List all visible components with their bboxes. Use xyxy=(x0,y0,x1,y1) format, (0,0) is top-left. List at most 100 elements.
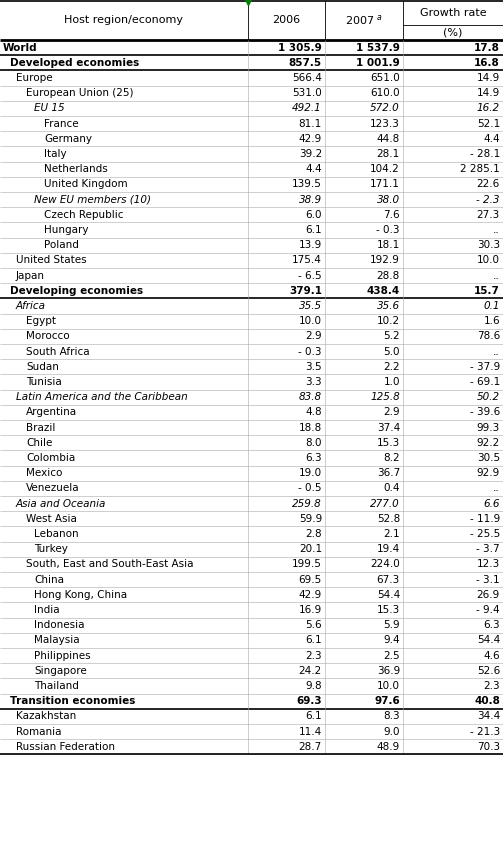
Text: 9.4: 9.4 xyxy=(383,635,400,645)
Text: Brazil: Brazil xyxy=(26,423,55,432)
Text: 40.8: 40.8 xyxy=(474,696,500,706)
Text: 52.8: 52.8 xyxy=(377,514,400,524)
Text: 6.6: 6.6 xyxy=(483,498,500,508)
Text: Poland: Poland xyxy=(44,240,79,250)
Text: 30.5: 30.5 xyxy=(477,453,500,463)
Text: 651.0: 651.0 xyxy=(370,73,400,83)
Text: 0.4: 0.4 xyxy=(383,483,400,493)
Text: - 0.3: - 0.3 xyxy=(377,225,400,235)
Text: 4.4: 4.4 xyxy=(483,134,500,144)
Text: 37.4: 37.4 xyxy=(377,423,400,432)
Text: Chile: Chile xyxy=(26,437,52,448)
Text: 39.2: 39.2 xyxy=(299,149,322,159)
Text: - 2.3: - 2.3 xyxy=(476,195,500,205)
Text: 171.1: 171.1 xyxy=(370,179,400,190)
Text: 123.3: 123.3 xyxy=(370,118,400,129)
Text: Tunisia: Tunisia xyxy=(26,377,62,387)
Text: 2007 $^a$: 2007 $^a$ xyxy=(345,13,383,27)
Text: 19.0: 19.0 xyxy=(299,468,322,478)
Text: 199.5: 199.5 xyxy=(292,559,322,569)
Text: 17.8: 17.8 xyxy=(474,42,500,52)
Text: Developed economies: Developed economies xyxy=(10,58,139,68)
Text: 0.1: 0.1 xyxy=(483,301,500,311)
Text: 97.6: 97.6 xyxy=(374,696,400,706)
Text: Hong Kong, China: Hong Kong, China xyxy=(34,590,127,600)
Text: 67.3: 67.3 xyxy=(377,574,400,585)
Text: 5.2: 5.2 xyxy=(383,332,400,342)
Text: 438.4: 438.4 xyxy=(367,286,400,296)
Text: 6.3: 6.3 xyxy=(305,453,322,463)
Text: 5.0: 5.0 xyxy=(383,347,400,357)
Text: EU 15: EU 15 xyxy=(34,103,64,113)
Text: Thailand: Thailand xyxy=(34,681,79,691)
Text: South Africa: South Africa xyxy=(26,347,90,357)
Text: 36.7: 36.7 xyxy=(377,468,400,478)
Text: 6.0: 6.0 xyxy=(305,210,322,220)
Text: - 11.9: - 11.9 xyxy=(470,514,500,524)
Text: 36.9: 36.9 xyxy=(377,666,400,676)
Text: 30.3: 30.3 xyxy=(477,240,500,250)
Text: France: France xyxy=(44,118,78,129)
Text: Host region/economy: Host region/economy xyxy=(64,15,184,25)
Text: 11.4: 11.4 xyxy=(299,727,322,737)
Text: 18.1: 18.1 xyxy=(377,240,400,250)
Text: - 69.1: - 69.1 xyxy=(470,377,500,387)
Text: 125.8: 125.8 xyxy=(370,393,400,402)
Text: - 28.1: - 28.1 xyxy=(470,149,500,159)
Text: Czech Republic: Czech Republic xyxy=(44,210,124,220)
Text: 24.2: 24.2 xyxy=(299,666,322,676)
Text: 610.0: 610.0 xyxy=(370,88,400,98)
Text: 6.1: 6.1 xyxy=(305,225,322,235)
Text: 38.9: 38.9 xyxy=(299,195,322,205)
Text: 2.3: 2.3 xyxy=(483,681,500,691)
Text: - 3.7: - 3.7 xyxy=(476,544,500,554)
Text: 2.1: 2.1 xyxy=(383,529,400,539)
Text: 379.1: 379.1 xyxy=(289,286,322,296)
Text: 52.1: 52.1 xyxy=(477,118,500,129)
Text: China: China xyxy=(34,574,64,585)
Text: 8.3: 8.3 xyxy=(383,711,400,722)
Text: 7.6: 7.6 xyxy=(383,210,400,220)
Text: 18.8: 18.8 xyxy=(299,423,322,432)
Text: Philippines: Philippines xyxy=(34,651,91,661)
Text: Colombia: Colombia xyxy=(26,453,75,463)
Text: Netherlands: Netherlands xyxy=(44,164,108,174)
Text: 28.7: 28.7 xyxy=(299,742,322,752)
Text: Sudan: Sudan xyxy=(26,362,59,371)
Text: 48.9: 48.9 xyxy=(377,742,400,752)
Text: 4.4: 4.4 xyxy=(305,164,322,174)
Text: - 9.4: - 9.4 xyxy=(476,605,500,615)
Text: 44.8: 44.8 xyxy=(377,134,400,144)
Text: 8.0: 8.0 xyxy=(305,437,322,448)
Text: 857.5: 857.5 xyxy=(289,58,322,68)
Text: - 25.5: - 25.5 xyxy=(470,529,500,539)
Text: South, East and South-East Asia: South, East and South-East Asia xyxy=(26,559,194,569)
Text: 54.4: 54.4 xyxy=(477,635,500,645)
Text: 12.3: 12.3 xyxy=(477,559,500,569)
Text: Russian Federation: Russian Federation xyxy=(16,742,115,752)
Text: 259.8: 259.8 xyxy=(292,498,322,508)
Text: 14.9: 14.9 xyxy=(477,88,500,98)
Text: - 0.3: - 0.3 xyxy=(298,347,322,357)
Text: 2.2: 2.2 xyxy=(383,362,400,371)
Text: 1 537.9: 1 537.9 xyxy=(356,42,400,52)
Text: 42.9: 42.9 xyxy=(299,134,322,144)
Text: 10.0: 10.0 xyxy=(299,316,322,327)
Text: 2.9: 2.9 xyxy=(383,408,400,417)
Text: 22.6: 22.6 xyxy=(477,179,500,190)
Text: 83.8: 83.8 xyxy=(299,393,322,402)
Text: 13.9: 13.9 xyxy=(299,240,322,250)
Text: 1.0: 1.0 xyxy=(383,377,400,387)
Text: 10.2: 10.2 xyxy=(377,316,400,327)
Text: - 39.6: - 39.6 xyxy=(470,408,500,417)
Text: 10.0: 10.0 xyxy=(377,681,400,691)
Text: 192.9: 192.9 xyxy=(370,255,400,266)
Text: 35.6: 35.6 xyxy=(377,301,400,311)
Text: United Kingdom: United Kingdom xyxy=(44,179,128,190)
Text: 14.9: 14.9 xyxy=(477,73,500,83)
Text: 6.1: 6.1 xyxy=(305,635,322,645)
Text: Argentina: Argentina xyxy=(26,408,77,417)
Text: 19.4: 19.4 xyxy=(377,544,400,554)
Text: (%): (%) xyxy=(443,28,463,37)
Text: 5.6: 5.6 xyxy=(305,620,322,630)
